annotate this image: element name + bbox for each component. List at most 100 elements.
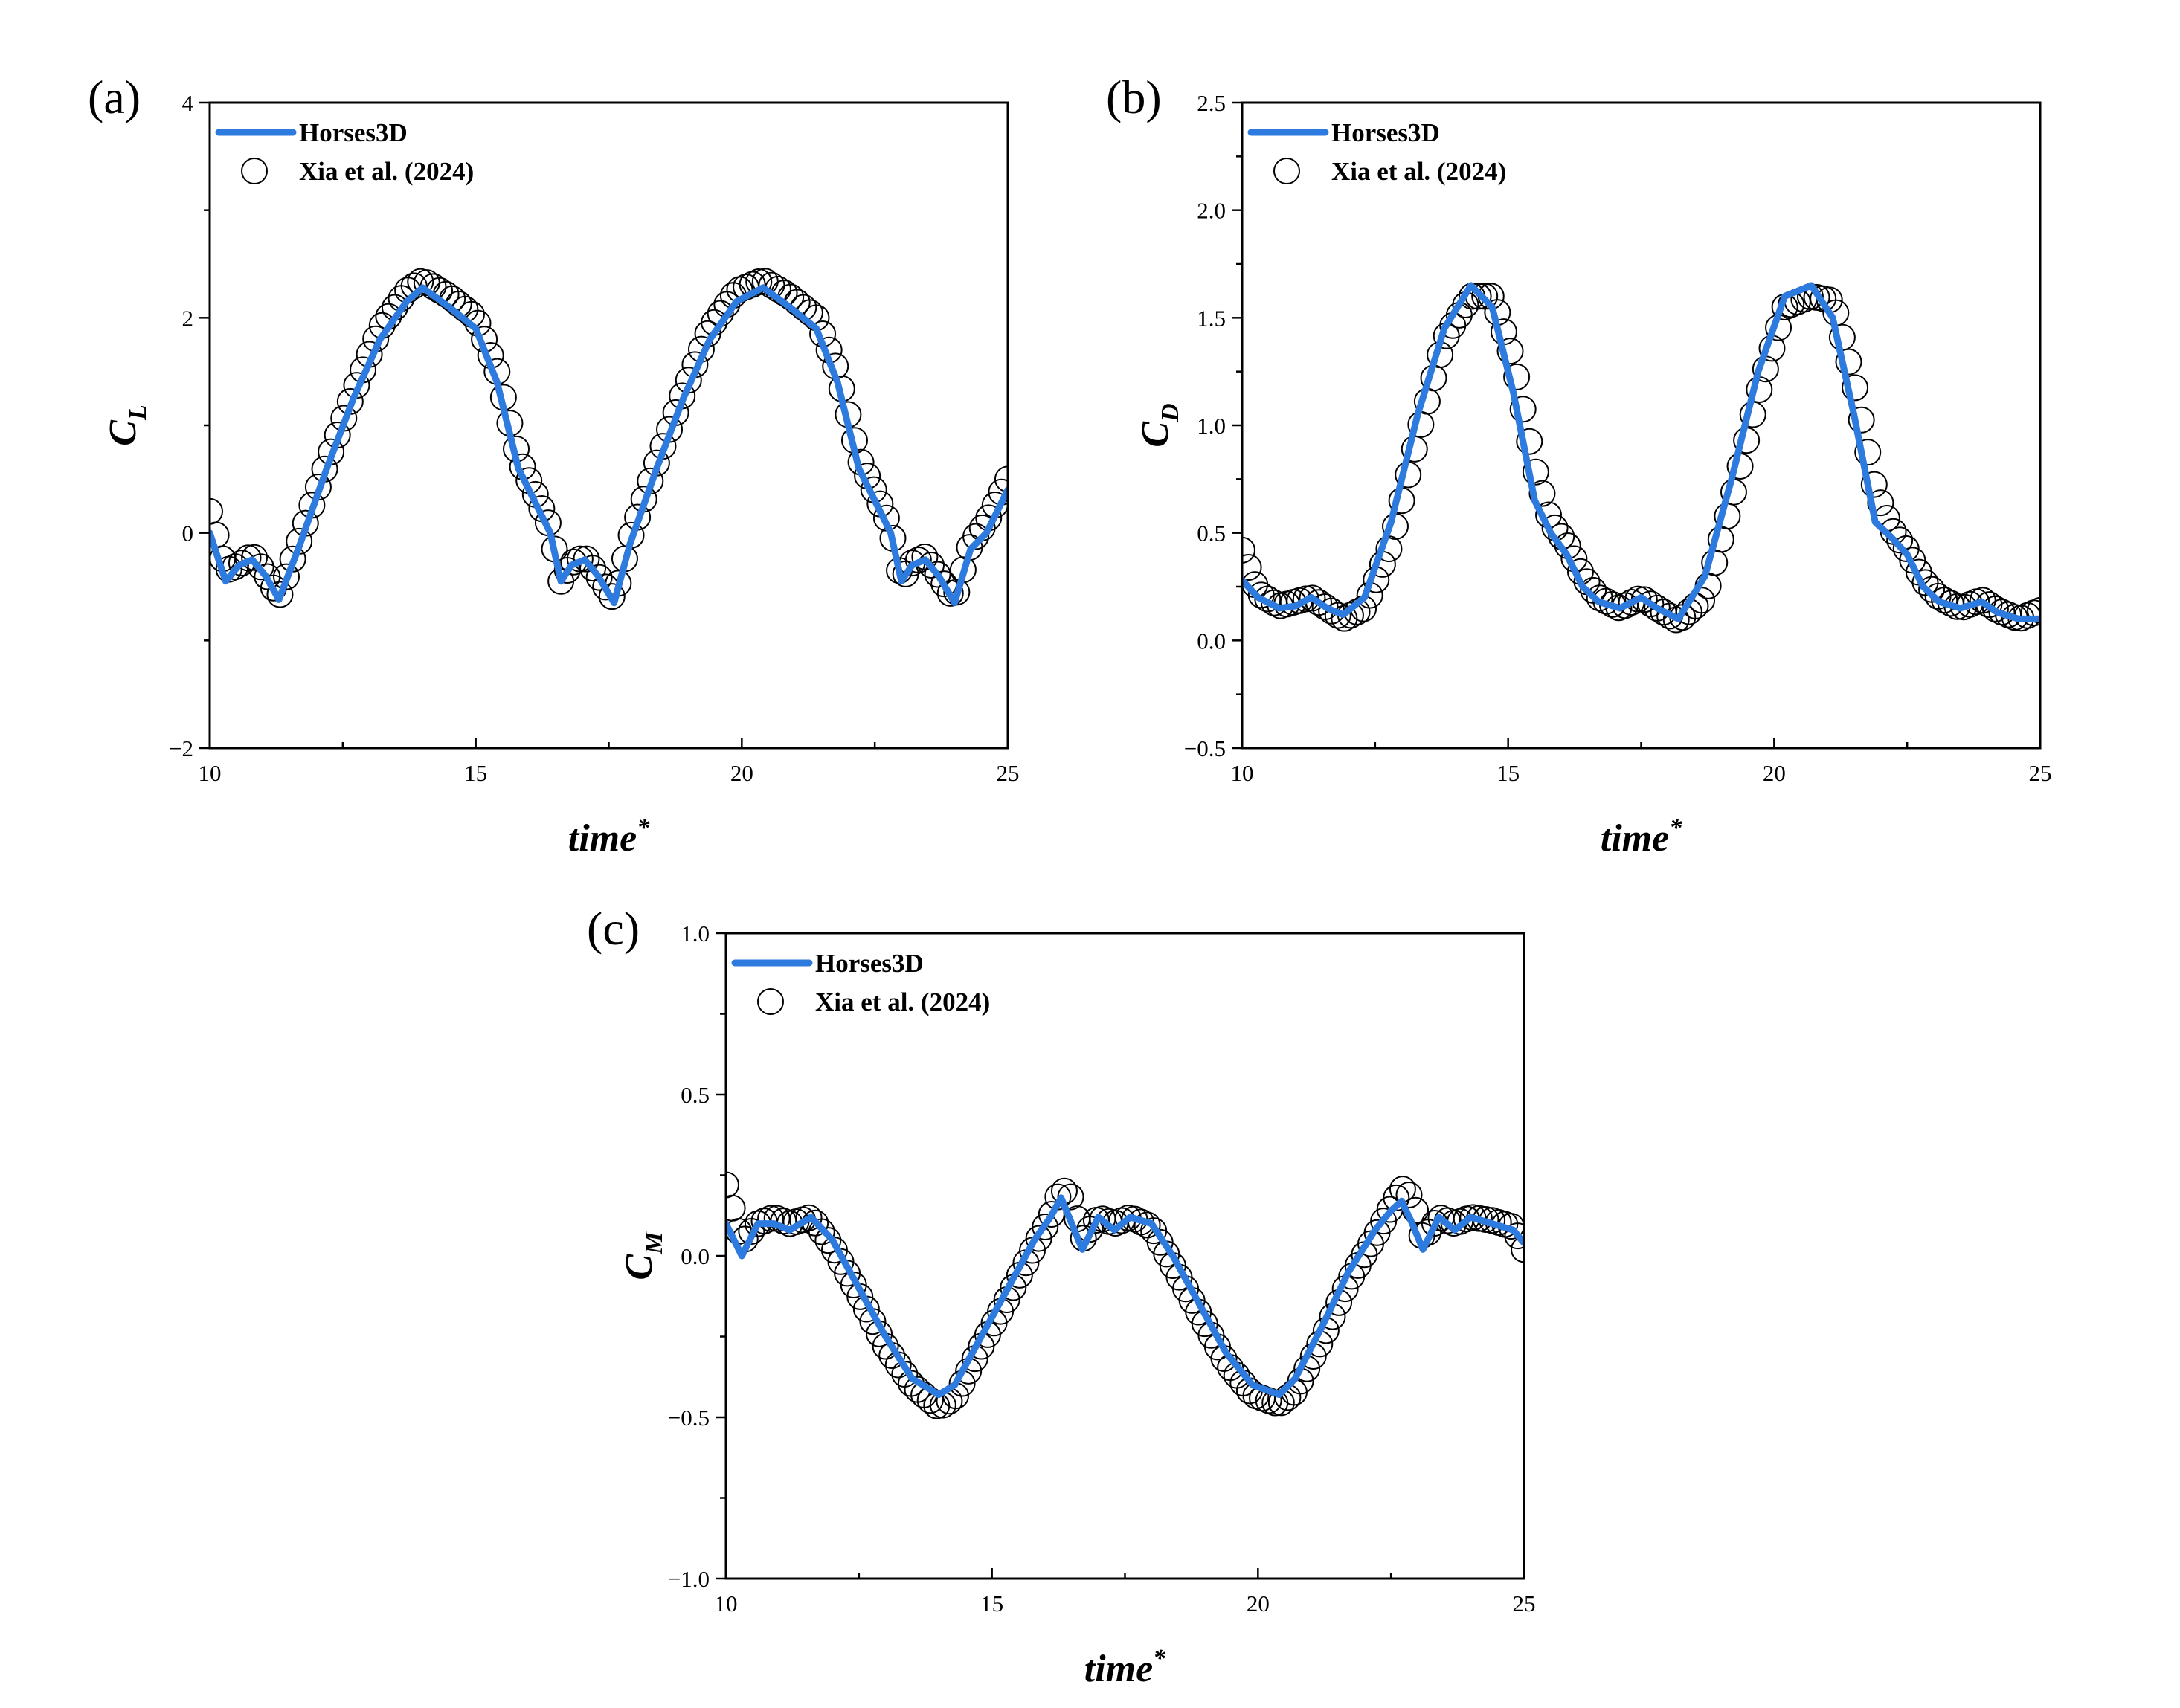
data-point-marker	[1842, 374, 1869, 402]
y-tick-label: 2.0	[1197, 198, 1226, 224]
y-tick-label: −2	[169, 735, 193, 761]
data-point-marker	[1981, 595, 2009, 622]
y-tick-label: 0.0	[681, 1243, 710, 1269]
data-point-marker	[808, 1218, 835, 1245]
data-point-marker	[266, 581, 294, 608]
panel-label: (a)	[88, 71, 141, 123]
y-axis-title-text: C	[102, 419, 144, 446]
data-point-marker	[1931, 587, 1958, 614]
data-point-marker	[904, 547, 932, 574]
legend-label-horses3d: Horses3D	[1331, 118, 1440, 147]
data-point-marker	[930, 570, 958, 598]
legend-marker-swatch	[241, 158, 268, 184]
data-point-marker	[1516, 428, 1543, 455]
data-point-marker	[1504, 1222, 1524, 1250]
legend-label-xia: Xia et al. (2024)	[815, 987, 990, 1016]
data-point-marker	[573, 545, 600, 573]
data-point-marker	[1496, 338, 1524, 365]
data-point-marker	[726, 1194, 746, 1222]
data-point-marker	[1637, 590, 1665, 618]
y-axis-title: CM	[618, 1231, 668, 1280]
x-axis-title-superscript: *	[1153, 1645, 1166, 1672]
data-point-marker	[924, 561, 951, 588]
marker-series	[1242, 283, 2040, 634]
x-tick-label: 20	[1763, 760, 1786, 786]
data-point-marker	[1032, 1213, 1059, 1240]
x-tick-label: 20	[730, 760, 753, 786]
y-tick-label: 0.0	[1197, 628, 1226, 654]
data-point-marker	[962, 523, 990, 550]
y-tick-label: 2.5	[1197, 90, 1226, 116]
data-point-marker	[739, 271, 766, 298]
data-point-marker	[1503, 363, 1531, 390]
y-axis-title-text: C	[618, 1253, 660, 1280]
legend-label-horses3d: Horses3D	[815, 949, 924, 978]
legend-marker-swatch	[1273, 158, 1300, 184]
y-tick-label: 0.5	[1197, 521, 1226, 547]
data-point-marker	[241, 544, 269, 571]
data-point-marker	[1509, 396, 1537, 423]
y-tick-label: 1.0	[681, 921, 710, 947]
legend: Horses3D Xia et al. (2024)	[215, 118, 474, 186]
x-tick-label: 10	[1231, 760, 1254, 786]
x-axis-title-text: time	[568, 817, 637, 860]
data-point-marker	[994, 465, 1008, 493]
data-point-marker	[1528, 480, 1556, 507]
y-tick-label: 1.0	[1197, 413, 1226, 439]
y-axis-title-subscript: D	[1157, 403, 1184, 422]
x-axis-title: time*	[568, 814, 650, 860]
data-point-marker	[1242, 553, 1262, 581]
data-point-marker	[1848, 406, 1875, 434]
y-tick-label: 0	[182, 521, 194, 547]
legend-label-xia: Xia et al. (2024)	[299, 157, 474, 186]
data-point-marker	[579, 555, 607, 582]
data-point-marker	[247, 553, 274, 581]
x-axis-title-text: time	[1084, 1648, 1153, 1690]
x-tick-label: 20	[1247, 1591, 1270, 1617]
data-point-marker	[1038, 1201, 1065, 1228]
data-point-marker	[745, 268, 773, 296]
panel-label: (c)	[587, 902, 640, 955]
legend-marker-swatch	[757, 988, 784, 1015]
data-point-marker	[1299, 584, 1326, 612]
data-point-marker	[1624, 585, 1652, 613]
y-tick-label: 2	[182, 305, 194, 331]
y-tick-label: 4	[182, 90, 194, 116]
x-axis-title-text: time	[1601, 817, 1669, 860]
data-point-marker	[1899, 547, 1926, 574]
legend: Horses3D Xia et al. (2024)	[731, 949, 990, 1016]
x-tick-label: 15	[980, 1591, 1003, 1617]
data-point-marker	[814, 1227, 842, 1254]
y-tick-label: −0.5	[1184, 735, 1226, 761]
data-point-marker	[1324, 602, 1351, 629]
data-point-marker	[1854, 439, 1882, 466]
chart-panel-b: (b) 10 15 20 25 −0.5 0.0 0.5 1.0 1.5 2.0 2.5 time* CD…	[1106, 71, 2052, 860]
y-axis-title-subscript: L	[124, 405, 152, 421]
y-tick-label: 1.5	[1197, 305, 1226, 331]
y-axis-title-subscript: M	[640, 1231, 668, 1255]
chart-panel-a: (a) 10 15 20 25 −2 0 2 4 time* CL Horses3D Xia et al…	[88, 71, 1020, 860]
line-series-horses3d	[210, 284, 1008, 607]
x-axis-title-superscript: *	[1669, 814, 1682, 842]
data-point-marker	[1134, 1211, 1161, 1239]
data-point-marker	[1969, 587, 1996, 614]
y-axis-title: CL	[102, 405, 152, 445]
x-axis-title-superscript: *	[637, 814, 650, 842]
data-point-marker	[2027, 596, 2040, 624]
plot-frame	[1241, 101, 2042, 750]
data-point-marker	[1395, 1181, 1423, 1208]
panel-label: (b)	[1106, 71, 1162, 123]
x-tick-label: 25	[2029, 760, 2052, 786]
y-axis-title: CD	[1134, 403, 1184, 447]
data-point-marker	[1867, 489, 1894, 517]
x-tick-label: 25	[997, 760, 1020, 786]
data-point-marker	[585, 564, 613, 591]
x-tick-label: 10	[199, 760, 222, 786]
data-point-marker	[2020, 599, 2040, 627]
y-tick-label: 0.5	[681, 1082, 710, 1108]
x-axis-title: time*	[1601, 814, 1682, 860]
data-point-marker	[1586, 584, 1613, 612]
data-point-marker	[1522, 458, 1549, 486]
data-point-marker	[911, 543, 939, 570]
y-axis-title-text: C	[1134, 421, 1177, 448]
